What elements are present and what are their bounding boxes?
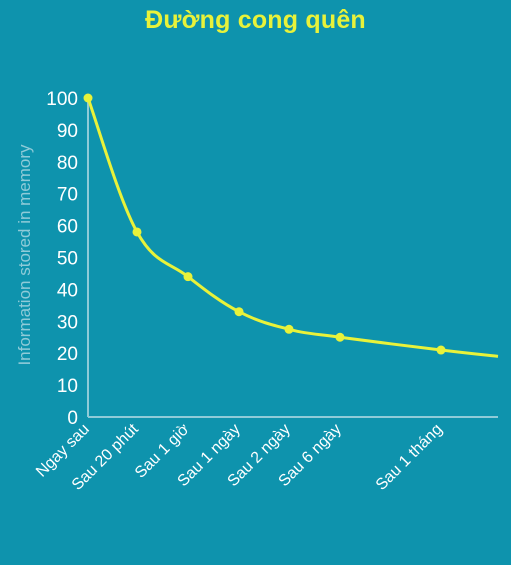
data-point [284,324,294,334]
data-point [436,345,446,355]
chart-title: Đường cong quên [145,6,366,34]
x-tick-label: Sau 1 tháng [373,421,446,494]
y-tick-label: 20 [57,344,78,365]
data-point [183,272,193,282]
data-point [335,332,345,342]
y-tick-label: 30 [57,312,78,333]
data-point [234,307,244,317]
y-tick-label: 70 [57,185,78,206]
series-line [86,97,499,358]
y-tick-label: 50 [57,249,78,270]
y-tick-label: 10 [57,376,78,397]
data-point [132,227,142,237]
y-tick-label: 0 [67,408,78,429]
y-tick-label: 90 [57,121,78,142]
y-tick-label: 80 [57,153,78,174]
y-axis-label: Information stored in memory [15,144,34,366]
y-tick-label: 60 [57,217,78,238]
y-tick-label: 40 [57,280,78,301]
y-tick-label: 100 [46,89,78,110]
data-point [83,93,93,103]
